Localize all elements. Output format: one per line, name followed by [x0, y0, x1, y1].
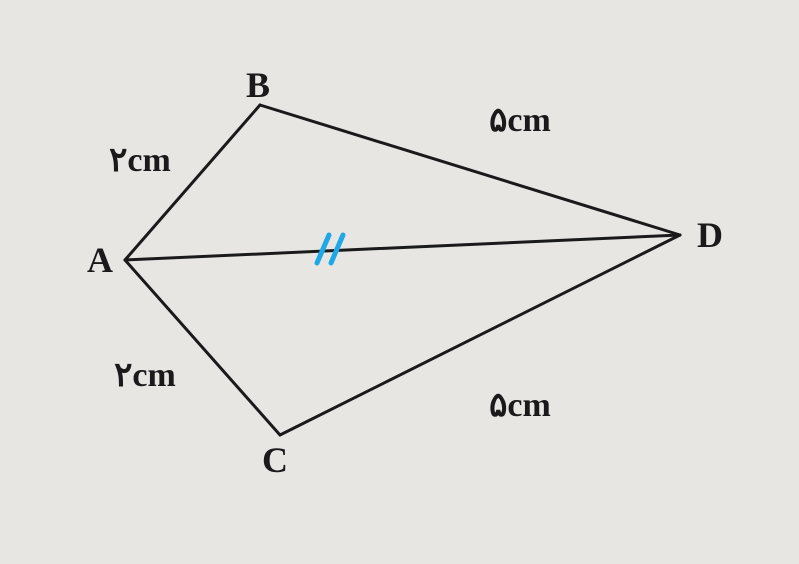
vertex-label-A: A	[87, 239, 113, 281]
vertex-label-C: C	[262, 439, 288, 481]
edge-label-CD: ۵cm	[489, 385, 551, 425]
geometry-diagram: A B C D ۲cm ۵cm ۲cm ۵cm	[0, 0, 799, 564]
diagram-svg	[0, 0, 799, 564]
edge-AD	[125, 235, 680, 260]
edge-label-AC: ۲cm	[114, 355, 176, 395]
edge-BD	[260, 105, 680, 235]
edge-label-BD: ۵cm	[489, 100, 551, 140]
edge-AC	[125, 260, 280, 435]
edge-AB	[125, 105, 260, 260]
edge-CD	[280, 235, 680, 435]
vertex-label-B: B	[246, 64, 270, 106]
tick-mark-icon	[317, 235, 329, 263]
edge-label-AB: ۲cm	[109, 140, 171, 180]
vertex-label-D: D	[697, 214, 723, 256]
